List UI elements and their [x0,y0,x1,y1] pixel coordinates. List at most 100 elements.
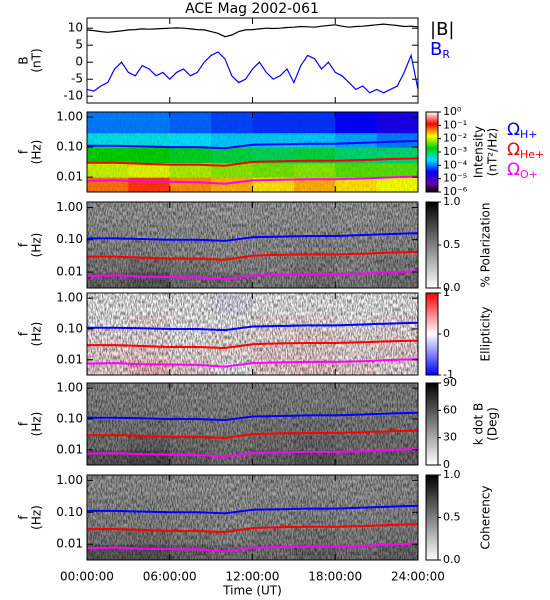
y-axis-label: B [17,56,31,64]
colorbar-tick-label: 0 [443,327,450,340]
y-tick-label: 1.00 [56,200,83,214]
y-axis-label: (Hz) [30,140,44,165]
legend-entry: |B| [430,19,454,40]
y-axis-label: f [17,331,31,336]
colorbar [425,292,439,376]
colorbar [425,382,439,466]
colorbar-label: Ellipticity [479,307,493,362]
plot-area [87,293,418,375]
y-axis-label: (nT) [30,48,44,72]
plot-area [87,383,418,465]
y-axis-label: (Hz) [30,322,44,347]
colorbar [425,474,439,561]
legend-entry: BR [430,39,450,61]
y-tick-label: 10 [68,21,83,35]
y-axis-label: (Hz) [30,233,44,258]
legend-subscript: He+ [520,148,544,161]
x-tick-label: 12:00:00 [226,570,280,584]
colorbar-label: % Polarization [479,203,493,288]
y-tick-label: 1.00 [56,381,83,395]
y-axis-label: (Hz) [30,505,44,530]
plot-area [87,23,418,94]
gyrofrequency-line [87,139,418,150]
colorbar-label: (Deg) [486,407,500,441]
y-tick-label: 1.00 [56,291,83,305]
y-tick-label: 0.01 [56,170,83,184]
gyrofrequency-line [87,504,418,515]
gyrofrequency-line [87,358,418,368]
colorbar-tick-label: 90 [443,376,457,389]
gyrofrequency-line [87,411,418,422]
x-tick-label: 00:00:00 [60,570,114,584]
gyrofrequency-line [87,339,418,350]
colorbar-tick-label: 0 [443,458,450,471]
gyrofrequency-line [87,157,418,167]
colorbar-label: (nT²/Hz) [486,128,500,176]
y-tick-label: 0.10 [56,321,83,335]
line [87,51,418,94]
y-tick-label: 0.10 [56,232,83,246]
colorbar-tick-label: 60 [443,403,457,416]
y-axis-label: f [17,515,31,520]
plot-area [87,112,418,192]
colorbar-tick-label: 10⁻⁶ [443,185,468,198]
colorbar [425,111,439,193]
colorbar-tick-label: 0.0 [443,281,461,294]
gyrofrequency-line [87,232,418,242]
chart-title: ACE Mag 2002-061 [185,1,319,17]
colorbar [425,201,439,289]
gyrofrequency-line [87,321,418,332]
legend-name: B [430,39,442,60]
legend-subscript: H+ [520,128,538,141]
y-tick-label: 0 [75,55,83,69]
colorbar-tick-label: 0.5 [443,511,461,524]
gyrofrequency-line [87,270,418,281]
gyrofrequency-line [87,542,418,553]
colorbar-tick-label: 1 [443,286,450,299]
gyrofrequency-line [87,429,418,440]
axes-frame [86,17,419,104]
gyrofrequency-line [87,523,418,534]
colorbar-tick-label: 10⁻³ [443,145,467,158]
y-axis-label: f [17,149,31,154]
plot-area [87,202,418,288]
y-tick-label: 0.01 [56,537,83,551]
x-tick-label: 06:00:00 [143,570,197,584]
line [87,23,418,38]
y-tick-label: -5 [71,72,83,86]
colorbar-tick-label: 10⁻¹ [443,118,467,131]
colorbar-tick-label: 10⁰ [443,105,462,118]
colorbar-tick-label: 1.0 [443,468,461,481]
colorbar-tick-label: 0.5 [443,238,461,251]
colorbar-tick-label: -1 [443,368,454,381]
colorbar-label: Coherency [479,485,493,549]
y-axis-label: f [17,242,31,247]
legend-subscript: O+ [520,168,538,181]
y-tick-label: 0.01 [56,352,83,366]
y-tick-label: 5 [75,38,83,52]
gyrofrequency-line [87,250,418,261]
y-tick-label: 1.00 [56,110,83,124]
legend-name: Ω [507,160,520,180]
legend-entry: ΩH+ [507,120,538,141]
legend-name: Ω [507,120,520,140]
y-tick-label: 1.00 [56,473,83,487]
x-axis-label: Time (UT) [222,584,282,598]
colorbar-tick-label: 10⁻⁴ [443,158,468,171]
legend-entry: ΩO+ [507,160,538,181]
y-tick-label: 0.01 [56,442,83,456]
colorbar-tick-label: 1.0 [443,195,461,208]
y-axis-label: f [17,421,31,426]
y-tick-label: -10 [63,89,83,103]
colorbar-tick-label: 10⁻⁵ [443,172,467,185]
x-tick-label: 18:00:00 [308,570,362,584]
colorbar-label: Intensity [472,126,486,178]
colorbar-label: k dot B [472,403,486,445]
y-tick-label: 0.01 [56,265,83,279]
y-tick-label: 0.10 [56,411,83,425]
colorbar-tick-label: 30 [443,431,457,444]
legend-subscript: R [442,48,450,61]
colorbar-tick-label: 10⁻² [443,132,467,145]
